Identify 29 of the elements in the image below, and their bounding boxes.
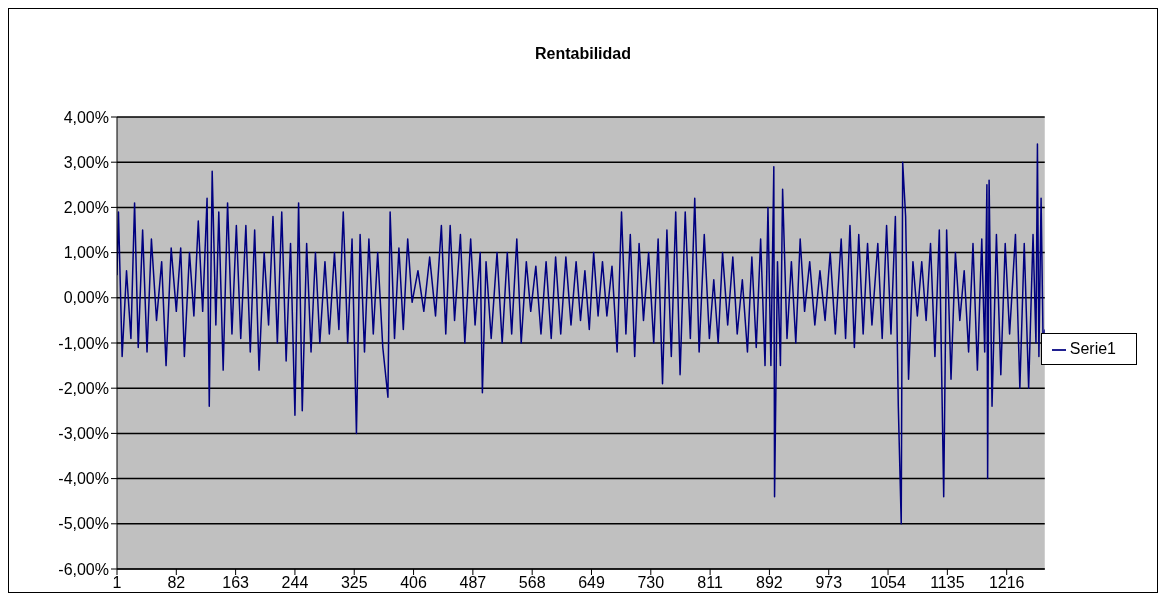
- x-tick-label: 973: [815, 574, 843, 592]
- y-tick-label: 3,00%: [63, 153, 109, 171]
- x-tick-label: 82: [167, 574, 186, 592]
- y-tick-label: -3,00%: [58, 425, 109, 443]
- y-tick-label: 0,00%: [63, 289, 109, 307]
- x-tick-label: 406: [400, 574, 427, 592]
- chart-title: Rentabilidad: [534, 45, 632, 63]
- y-tick-label: -2,00%: [58, 379, 109, 397]
- y-tick-label: -4,00%: [58, 470, 109, 488]
- y-tick-label: -5,00%: [58, 515, 109, 533]
- x-tick-label: 568: [518, 574, 546, 592]
- x-tick-label: 1216: [988, 574, 1025, 592]
- x-tick-label: 1135: [930, 574, 965, 592]
- y-tick-label: 2,00%: [63, 199, 109, 217]
- legend-label: Serie1: [1069, 340, 1116, 357]
- y-tick-label: -1,00%: [58, 334, 109, 352]
- x-tick-label: 487: [459, 574, 487, 592]
- y-tick-label: 1,00%: [63, 244, 109, 262]
- y-tick-label: -6,00%: [58, 560, 109, 578]
- x-tick-label: 811: [697, 574, 723, 592]
- x-tick-label: 730: [637, 574, 665, 592]
- x-tick-label: 1054: [870, 574, 906, 592]
- x-tick-label: 892: [756, 574, 783, 592]
- x-tick-label: 649: [578, 574, 605, 592]
- x-tick-label: 325: [340, 574, 368, 592]
- x-tick-label: 244: [281, 574, 309, 592]
- x-tick-label: 1: [112, 574, 122, 592]
- y-tick-label: 4,00%: [63, 108, 109, 126]
- x-tick-label: 163: [222, 574, 250, 592]
